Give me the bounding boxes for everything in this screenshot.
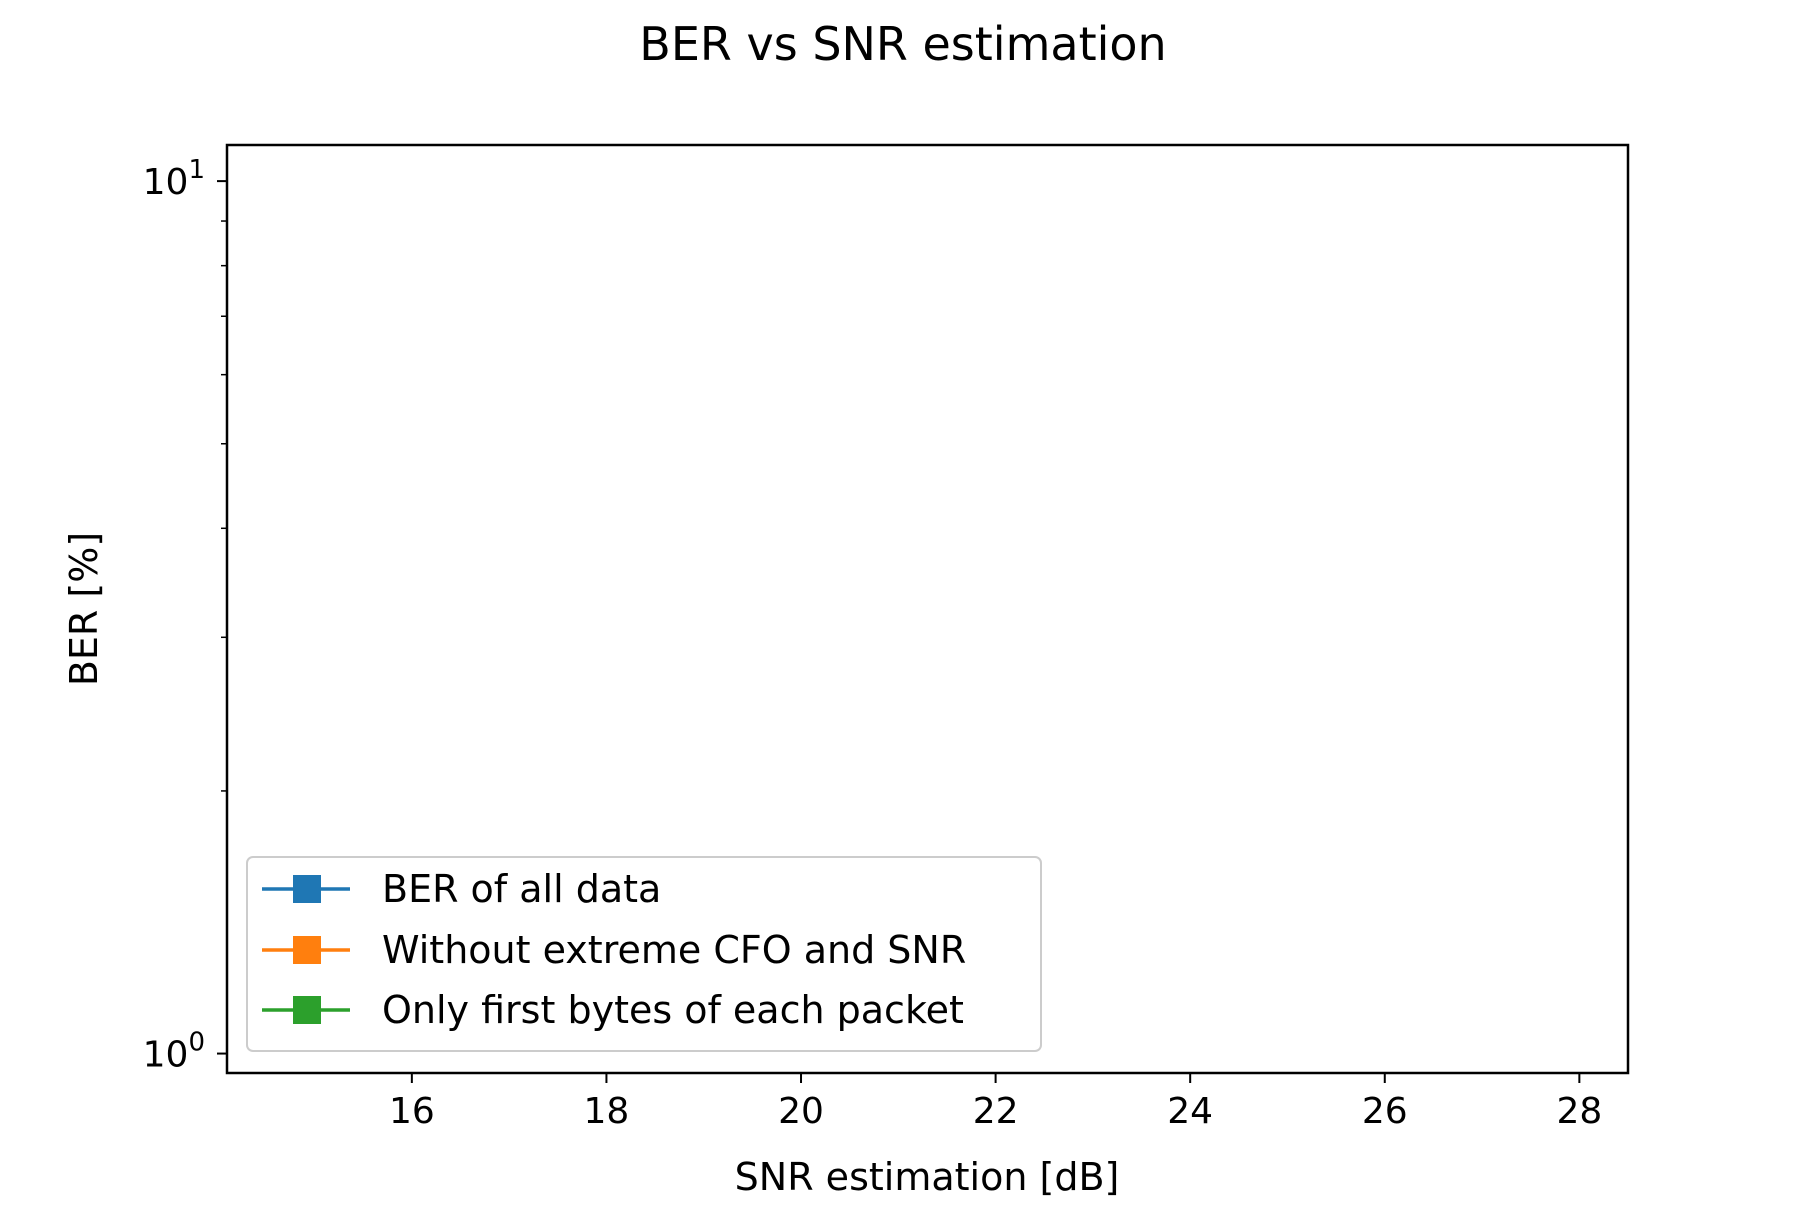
y-tick-exponent: 1 [188, 155, 205, 185]
legend-label: Without extreme CFO and SNR [382, 928, 966, 972]
x-tick-label: 16 [389, 1091, 435, 1132]
x-tick-label: 26 [1362, 1091, 1408, 1132]
legend-label: BER of all data [382, 867, 661, 911]
legend-marker [293, 936, 321, 964]
legend-box [246, 856, 1042, 1052]
y-tick-base: 10 [143, 162, 189, 203]
y-tick-exponent: 0 [188, 1028, 205, 1058]
x-tick-label: 22 [973, 1091, 1019, 1132]
x-tick-label: 28 [1556, 1091, 1602, 1132]
x-axis-label: SNR estimation [dB] [735, 1155, 1120, 1199]
x-tick-label: 24 [1167, 1091, 1213, 1132]
x-tick-label: 20 [778, 1091, 824, 1132]
y-tick-label: 101 [143, 155, 205, 203]
legend-label: Only first bytes of each packet [382, 988, 964, 1032]
chart-title: BER vs SNR estimation [639, 17, 1166, 71]
x-tick-label: 18 [584, 1091, 630, 1132]
legend-marker [293, 875, 321, 903]
legend: BER of all data Without extreme CFO and S… [246, 856, 1042, 1052]
y-tick-base: 10 [143, 1035, 189, 1076]
x-axis: 16 18 20 22 24 26 28 [389, 1073, 1602, 1132]
legend-marker [293, 996, 321, 1024]
y-tick-label: 100 [143, 1028, 205, 1076]
y-axis-label: BER [%] [62, 532, 106, 686]
